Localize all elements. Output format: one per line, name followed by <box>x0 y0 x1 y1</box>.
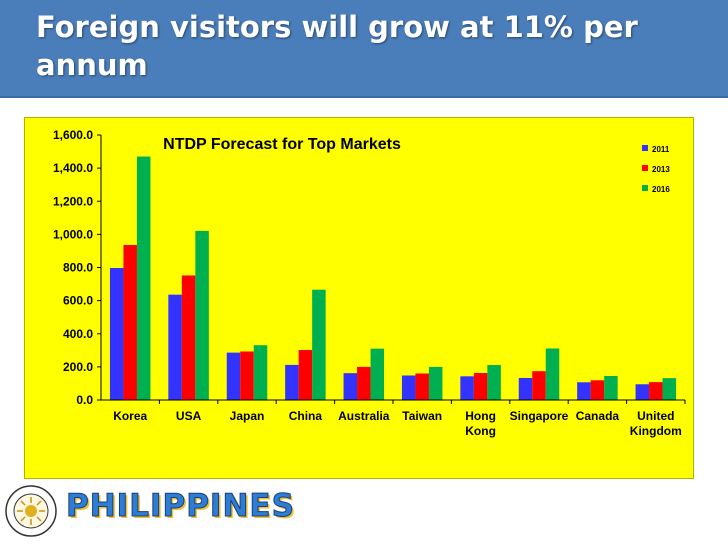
x-tick-label: United Kingdom <box>630 409 682 438</box>
bar-2011 <box>635 384 650 400</box>
y-tick-label: 400.0 <box>63 327 93 341</box>
bar-2016 <box>312 289 326 400</box>
bar-2011 <box>109 267 124 400</box>
legend-label: 2011 <box>652 145 670 154</box>
chart-area: NTDP Forecast for Top Markets 1,600.0 1,4… <box>24 117 694 479</box>
bar-2016 <box>195 230 209 400</box>
bar-2013 <box>649 382 663 400</box>
x-tick-label: Australia <box>338 409 390 423</box>
bar-2016 <box>428 366 443 400</box>
y-axis: 1,600.0 1,400.0 1,200.0 1,000.0 800.0 600.0 40… <box>53 128 102 407</box>
chart-title: NTDP Forecast for Top Markets <box>163 136 401 153</box>
bar-chart: NTDP Forecast for Top Markets 1,600.0 1,4… <box>53 128 686 438</box>
bar-2013 <box>415 373 429 400</box>
bar-2011 <box>168 294 182 400</box>
x-tick-label: Taiwan <box>402 409 442 423</box>
legend-swatch <box>642 185 648 191</box>
philippines-wordmark: PHILIPPINES <box>66 488 295 525</box>
bar-2016 <box>662 378 677 400</box>
bar-2016 <box>370 348 385 400</box>
legend-label: 2013 <box>652 165 670 174</box>
bar-2016 <box>545 348 560 400</box>
x-tick-label: Japan <box>230 409 265 423</box>
bar-2011 <box>518 377 533 400</box>
y-tick-label: 1,400.0 <box>53 161 93 175</box>
y-tick-label: 200.0 <box>63 360 93 374</box>
department-of-tourism-seal <box>4 484 58 538</box>
y-tick-label: 1,000.0 <box>53 227 93 241</box>
legend-label: 2016 <box>652 185 670 194</box>
y-tick-label: 1,200.0 <box>53 194 93 208</box>
bar-2011 <box>577 382 591 400</box>
bar-2013 <box>357 366 371 400</box>
x-tick-label: Korea <box>113 409 147 423</box>
x-tick-label: Singapore <box>510 409 569 423</box>
x-tick-label: Hong Kong <box>465 409 496 438</box>
bar-series <box>109 156 677 400</box>
y-tick-label: 1,600.0 <box>53 128 93 142</box>
bar-2011 <box>285 364 299 400</box>
bar-2013 <box>123 244 137 400</box>
legend-swatch <box>642 165 648 171</box>
y-tick-label: 800.0 <box>63 261 93 275</box>
bar-2013 <box>181 275 196 400</box>
x-tick-label: China <box>289 409 323 423</box>
bar-2013 <box>298 349 313 400</box>
bar-2013 <box>473 373 488 400</box>
bar-2011 <box>460 376 474 400</box>
bar-2016 <box>136 156 151 400</box>
bar-2016 <box>604 375 618 400</box>
bar-2013 <box>240 351 254 400</box>
bar-2011 <box>401 375 416 400</box>
slide-header: Foreign visitors will grow at 11% per an… <box>0 0 728 98</box>
bar-2016 <box>253 345 268 400</box>
bar-2011 <box>343 373 358 400</box>
bar-2013 <box>532 371 546 400</box>
slide-title: Foreign visitors will grow at 11% per an… <box>36 10 638 82</box>
legend-swatch <box>642 145 648 151</box>
bar-2016 <box>487 365 501 400</box>
y-tick-label: 600.0 <box>63 294 93 308</box>
x-tick-label: Canada <box>576 409 620 423</box>
x-tick-label: USA <box>176 409 202 423</box>
chart-legend: 2011 2013 2016 <box>642 145 670 194</box>
bar-2013 <box>590 380 605 400</box>
y-tick-label: 0.0 <box>76 393 93 407</box>
x-axis: Korea USA Japan China Australia Taiwan Hong Kon… <box>101 399 686 438</box>
bar-2011 <box>226 352 241 400</box>
